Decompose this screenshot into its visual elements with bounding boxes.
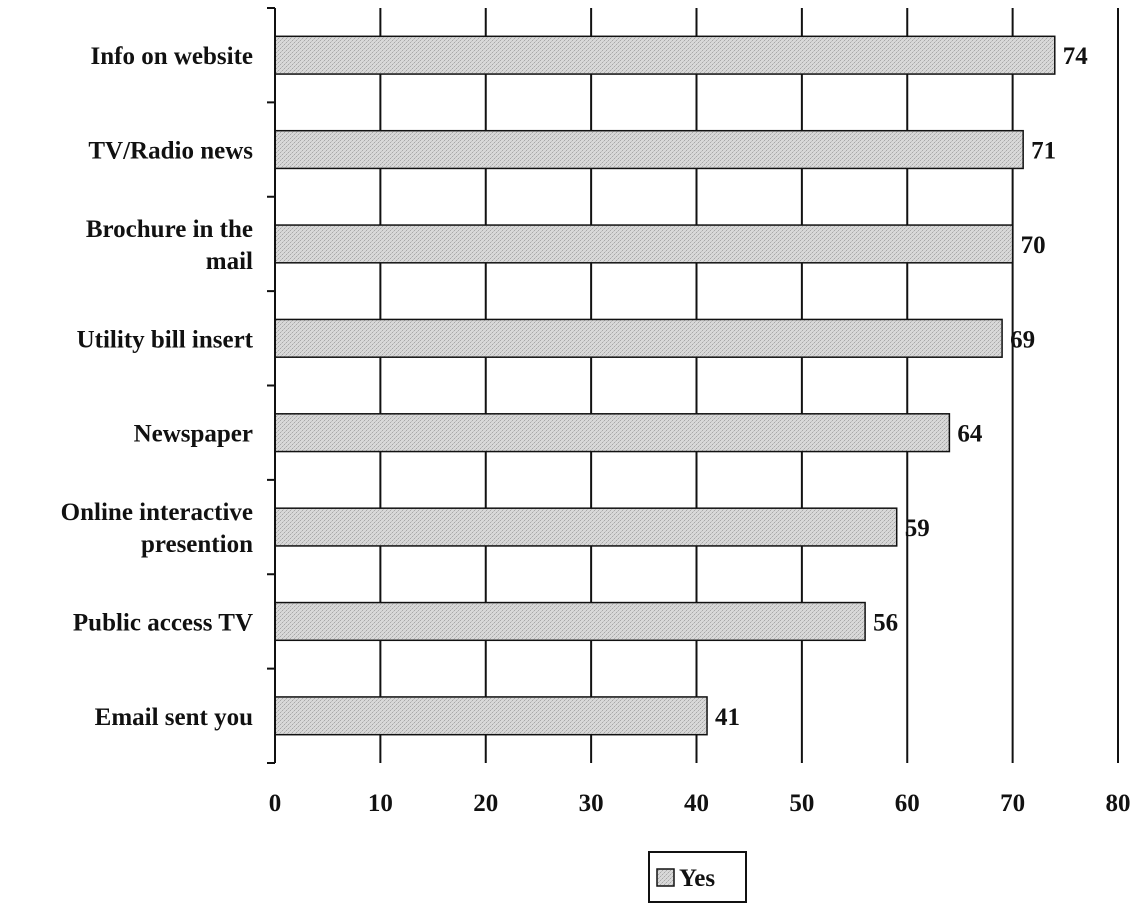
data-label: 64 bbox=[957, 421, 983, 448]
x-tick-label-0: 0 bbox=[269, 790, 282, 817]
legend-label: Yes bbox=[679, 865, 715, 892]
category-label-line: TV/Radio news bbox=[88, 138, 253, 165]
category-label-line: Info on website bbox=[90, 43, 253, 70]
category-label-line: Utility bill insert bbox=[77, 326, 254, 353]
bar bbox=[274, 696, 708, 736]
category-label-line: mail bbox=[206, 248, 253, 275]
data-label: 70 bbox=[1021, 232, 1046, 259]
bar bbox=[274, 318, 1003, 358]
bar bbox=[274, 413, 951, 453]
x-tick-label-40: 40 bbox=[684, 790, 709, 817]
axis-layer: 0 10 20 30 40 50 60 70 80 bbox=[267, 7, 1131, 817]
x-tick-label-20: 20 bbox=[473, 790, 498, 817]
category-label-line: Brochure in the bbox=[86, 216, 253, 243]
data-label: 56 bbox=[873, 609, 898, 636]
label-layer: 74 Info on website 71 TV/Radio news 70 Brochu… bbox=[61, 43, 1089, 731]
category-label-line: Public access TV bbox=[73, 609, 253, 636]
category-label-line: Email sent you bbox=[95, 704, 253, 731]
x-tick-label-80: 80 bbox=[1106, 790, 1131, 817]
category-label-line: Newspaper bbox=[134, 421, 253, 448]
data-label: 69 bbox=[1010, 326, 1035, 353]
data-label: 71 bbox=[1031, 138, 1056, 165]
bar bbox=[274, 224, 1014, 264]
x-tick-label-50: 50 bbox=[789, 790, 814, 817]
x-tick-label-70: 70 bbox=[1000, 790, 1025, 817]
bar bbox=[274, 601, 866, 642]
data-label: 74 bbox=[1063, 43, 1089, 70]
category-label: TV/Radio news bbox=[88, 138, 253, 165]
category-label: Utility bill insert bbox=[77, 326, 254, 353]
bar bbox=[274, 129, 1024, 170]
data-label: 59 bbox=[905, 515, 930, 542]
category-label: Brochure in the mail bbox=[86, 216, 253, 275]
grid-layer bbox=[379, 8, 1119, 763]
bar-layer bbox=[274, 35, 1056, 736]
bar bbox=[274, 507, 898, 547]
legend-swatch bbox=[656, 868, 675, 887]
category-label-line: presention bbox=[141, 531, 253, 558]
legend: Yes bbox=[648, 851, 747, 903]
category-label: Public access TV bbox=[73, 609, 253, 636]
category-label: Newspaper bbox=[134, 421, 253, 448]
bar bbox=[274, 35, 1056, 75]
category-label: Email sent you bbox=[95, 704, 253, 731]
x-tick-label-60: 60 bbox=[895, 790, 920, 817]
x-tick-label-30: 30 bbox=[579, 790, 604, 817]
x-tick-label-10: 10 bbox=[368, 790, 393, 817]
category-label: Online interactive presention bbox=[61, 499, 253, 558]
category-label: Info on website bbox=[90, 43, 253, 70]
data-label: 41 bbox=[715, 704, 740, 731]
category-label-line: Online interactive bbox=[61, 499, 253, 526]
